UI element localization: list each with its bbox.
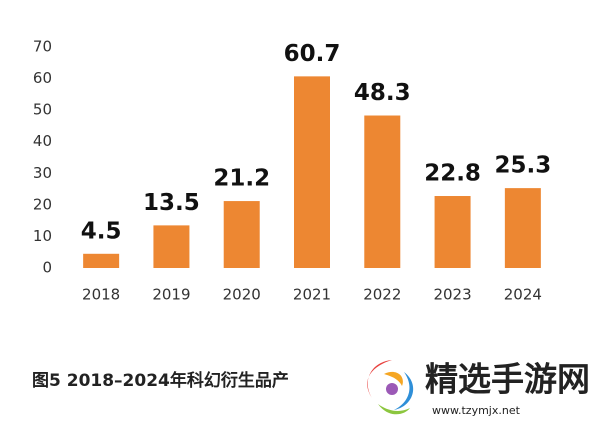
- bar: [504, 188, 541, 268]
- bar: [223, 201, 260, 268]
- value-label: 13.5: [143, 190, 200, 216]
- logo-dot: [386, 383, 398, 395]
- logo-swirl: [367, 360, 392, 398]
- bar: [294, 76, 330, 269]
- y-tick-label: 20: [33, 195, 52, 213]
- x-tick-label: 2019: [152, 286, 190, 304]
- y-tick-label: 40: [33, 132, 52, 150]
- value-label: 22.8: [424, 161, 481, 187]
- y-tick-label: 0: [42, 259, 52, 277]
- value-label: 25.3: [494, 153, 551, 179]
- bar: [364, 115, 401, 268]
- x-tick-label: 2022: [363, 286, 401, 304]
- x-tick-label: 2023: [433, 286, 471, 304]
- x-tick-label: 2021: [293, 286, 331, 304]
- y-tick-label: 70: [33, 38, 52, 56]
- x-tick-label: 2024: [504, 286, 542, 304]
- watermark-name: 精选手游网: [425, 360, 590, 399]
- x-tick-label: 2018: [82, 286, 120, 304]
- value-label: 21.2: [213, 166, 270, 192]
- logo-swirl: [378, 404, 410, 415]
- y-tick-label: 30: [33, 164, 52, 182]
- x-tick-label: 2020: [223, 286, 261, 304]
- y-tick-label: 10: [33, 227, 52, 245]
- y-tick-label: 60: [33, 69, 52, 87]
- bar: [83, 253, 120, 268]
- y-tick-label: 50: [33, 101, 52, 119]
- bar: [434, 196, 471, 268]
- watermark-url: www.tzymjx.net: [432, 404, 521, 417]
- bar: [153, 225, 190, 268]
- value-label: 48.3: [354, 80, 411, 106]
- value-label: 60.7: [284, 41, 341, 67]
- chart-title: 图5 2018–2024年科幻衍生品产: [32, 370, 289, 391]
- watermark-logo: [355, 352, 603, 425]
- logo-swirl: [384, 371, 403, 386]
- logo-swirl: [394, 372, 414, 410]
- value-label: 4.5: [81, 218, 122, 244]
